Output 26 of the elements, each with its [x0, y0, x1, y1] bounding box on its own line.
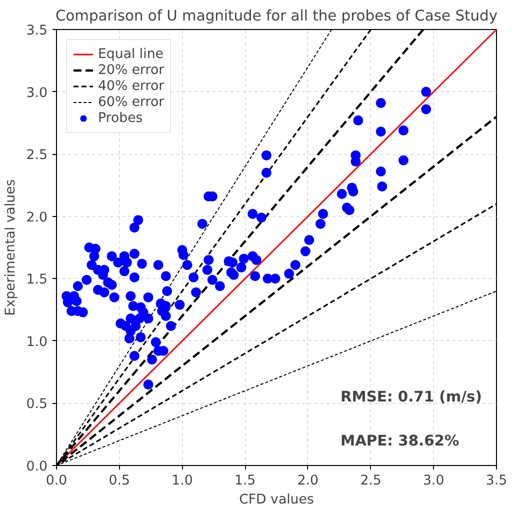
y-tick-label: 3.5	[26, 24, 48, 38]
annotation: RMSE: 0.71 (m/s)	[340, 388, 482, 406]
y-tick-label: 2.0	[26, 210, 48, 226]
x-tick-label: 0.0	[46, 474, 68, 488]
y-tick-label: 0.0	[26, 460, 48, 474]
chart-title: Comparison of U magnitude for all the probes of Case Study	[55, 8, 498, 24]
legend-label: 40% error	[98, 78, 164, 94]
x-tick-label: 2.5	[360, 474, 382, 488]
legend-label: 20% error	[98, 62, 164, 78]
legend-label: Equal line	[98, 46, 164, 62]
x-tick-label: 1.5	[234, 474, 256, 488]
y-tick-label: 1.5	[26, 272, 48, 288]
y-tick-label: 2.5	[26, 148, 48, 164]
y-tick-label: 0.5	[26, 397, 48, 412]
y-axis-title: Experimental values	[3, 179, 18, 316]
annotation: MAPE: 38.62%	[340, 432, 460, 450]
x-axis-title: CFD values	[239, 492, 314, 508]
x-tick-label: 1.0	[172, 474, 193, 488]
legend-label: Probes	[98, 110, 143, 126]
y-tick-label: 1.0	[26, 334, 48, 350]
legend-label: 60% error	[98, 94, 164, 110]
x-tick-label: 3.0	[423, 474, 444, 488]
x-tick-label: 2.0	[297, 474, 319, 488]
y-tick-label: 3.0	[26, 86, 48, 101]
x-tick-label: 3.5	[486, 474, 508, 488]
x-tick-label: 0.5	[108, 474, 130, 488]
